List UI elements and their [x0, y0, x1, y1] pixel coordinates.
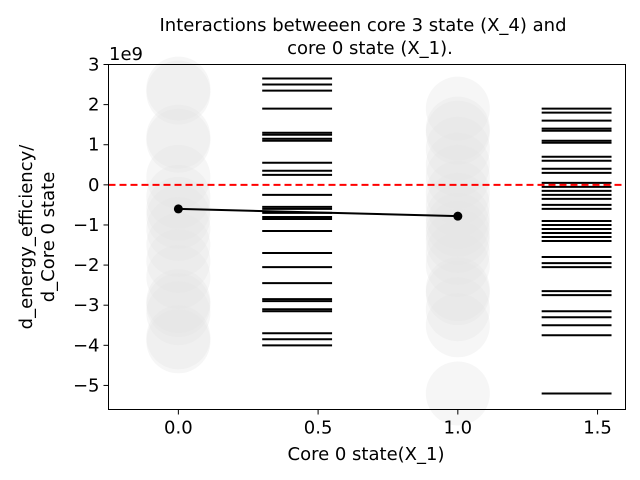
chart-title-line-1: Interactions betweeen core 3 state (X_4)… [159, 15, 566, 36]
scatter-point-x0 [146, 108, 211, 173]
scatter-point-x0 [146, 213, 211, 278]
y-axis-label-line-2: d_Core 0 state [38, 172, 59, 303]
mean-point [173, 204, 183, 214]
scatter-point-x1 [425, 100, 490, 165]
scatter-point-x1 [425, 96, 490, 161]
y-tick-label: 3 [88, 55, 99, 76]
scatter-point-x1 [425, 233, 490, 298]
scatter-point-x1 [425, 209, 490, 274]
mean-line [178, 207, 458, 218]
y-tick-label: 1 [88, 135, 99, 156]
y-axis-offset-label: 1e9 [109, 44, 143, 65]
plot-area [108, 56, 626, 426]
scatter-point-x0 [146, 245, 211, 310]
scatter-point-x0 [146, 229, 211, 294]
x-tick-label: 1.5 [583, 418, 612, 439]
mean-point [453, 211, 463, 221]
scatter-point-x1 [425, 200, 490, 265]
scatter-point-x0 [146, 281, 211, 346]
scatter-point-x0 [146, 273, 211, 338]
scatter-point-x1 [425, 221, 490, 286]
scatter-point-x1 [425, 160, 490, 225]
scatter-point-x1 [425, 257, 490, 322]
y-axis: 3 2 1 0 −1 −2 −3 −4 −5 [73, 55, 109, 396]
scatter-point-x0 [146, 309, 211, 374]
y-tick-label: −1 [73, 215, 100, 236]
scatter-point-x0 [146, 56, 211, 121]
scatter-point-x0 [146, 144, 211, 209]
scatter-point-x1 [425, 132, 490, 197]
scatter-point-x1 [425, 76, 490, 141]
scatter-point-x1 [425, 116, 490, 181]
scatter-point-x0 [146, 184, 211, 249]
axes-frame [108, 64, 626, 410]
scatter-point-x1 [425, 261, 490, 326]
scatter-point-x0 [146, 164, 211, 229]
scatter-point-x1 [425, 361, 490, 426]
y-tick-label: −2 [73, 255, 100, 276]
x-tick-label: 0.0 [164, 418, 193, 439]
scatter-point-x0 [146, 269, 211, 334]
scatter-point-x1 [425, 172, 490, 237]
scatter-point-x1 [425, 192, 490, 257]
chart-title-line-2: core 0 state (X_1). [287, 38, 453, 59]
scatter-point-x0 [146, 104, 211, 169]
y-tick-label: −5 [73, 375, 100, 396]
y-tick-label: −4 [73, 335, 100, 356]
scatter-point-x0 [146, 196, 211, 261]
x-tick-label: 0.5 [304, 418, 333, 439]
scatter-point-x1 [425, 293, 490, 358]
y-tick-label: 0 [88, 175, 99, 196]
y-tick-label: 2 [88, 95, 99, 116]
scatter-point-x1 [425, 277, 490, 342]
x-axis: 0.0 0.5 1.0 1.5 [164, 409, 612, 439]
y-tick-label: −3 [73, 295, 100, 316]
x-tick-label: 1.0 [444, 418, 473, 439]
scatter-point-x0 [146, 305, 211, 370]
x-axis-label: Core 0 state(X_1) [288, 444, 445, 465]
scatter-point-x1 [425, 144, 490, 209]
scatter-point-x0 [146, 60, 211, 125]
y-axis-label-line-1: d_energy_efficiency/ [16, 144, 37, 330]
